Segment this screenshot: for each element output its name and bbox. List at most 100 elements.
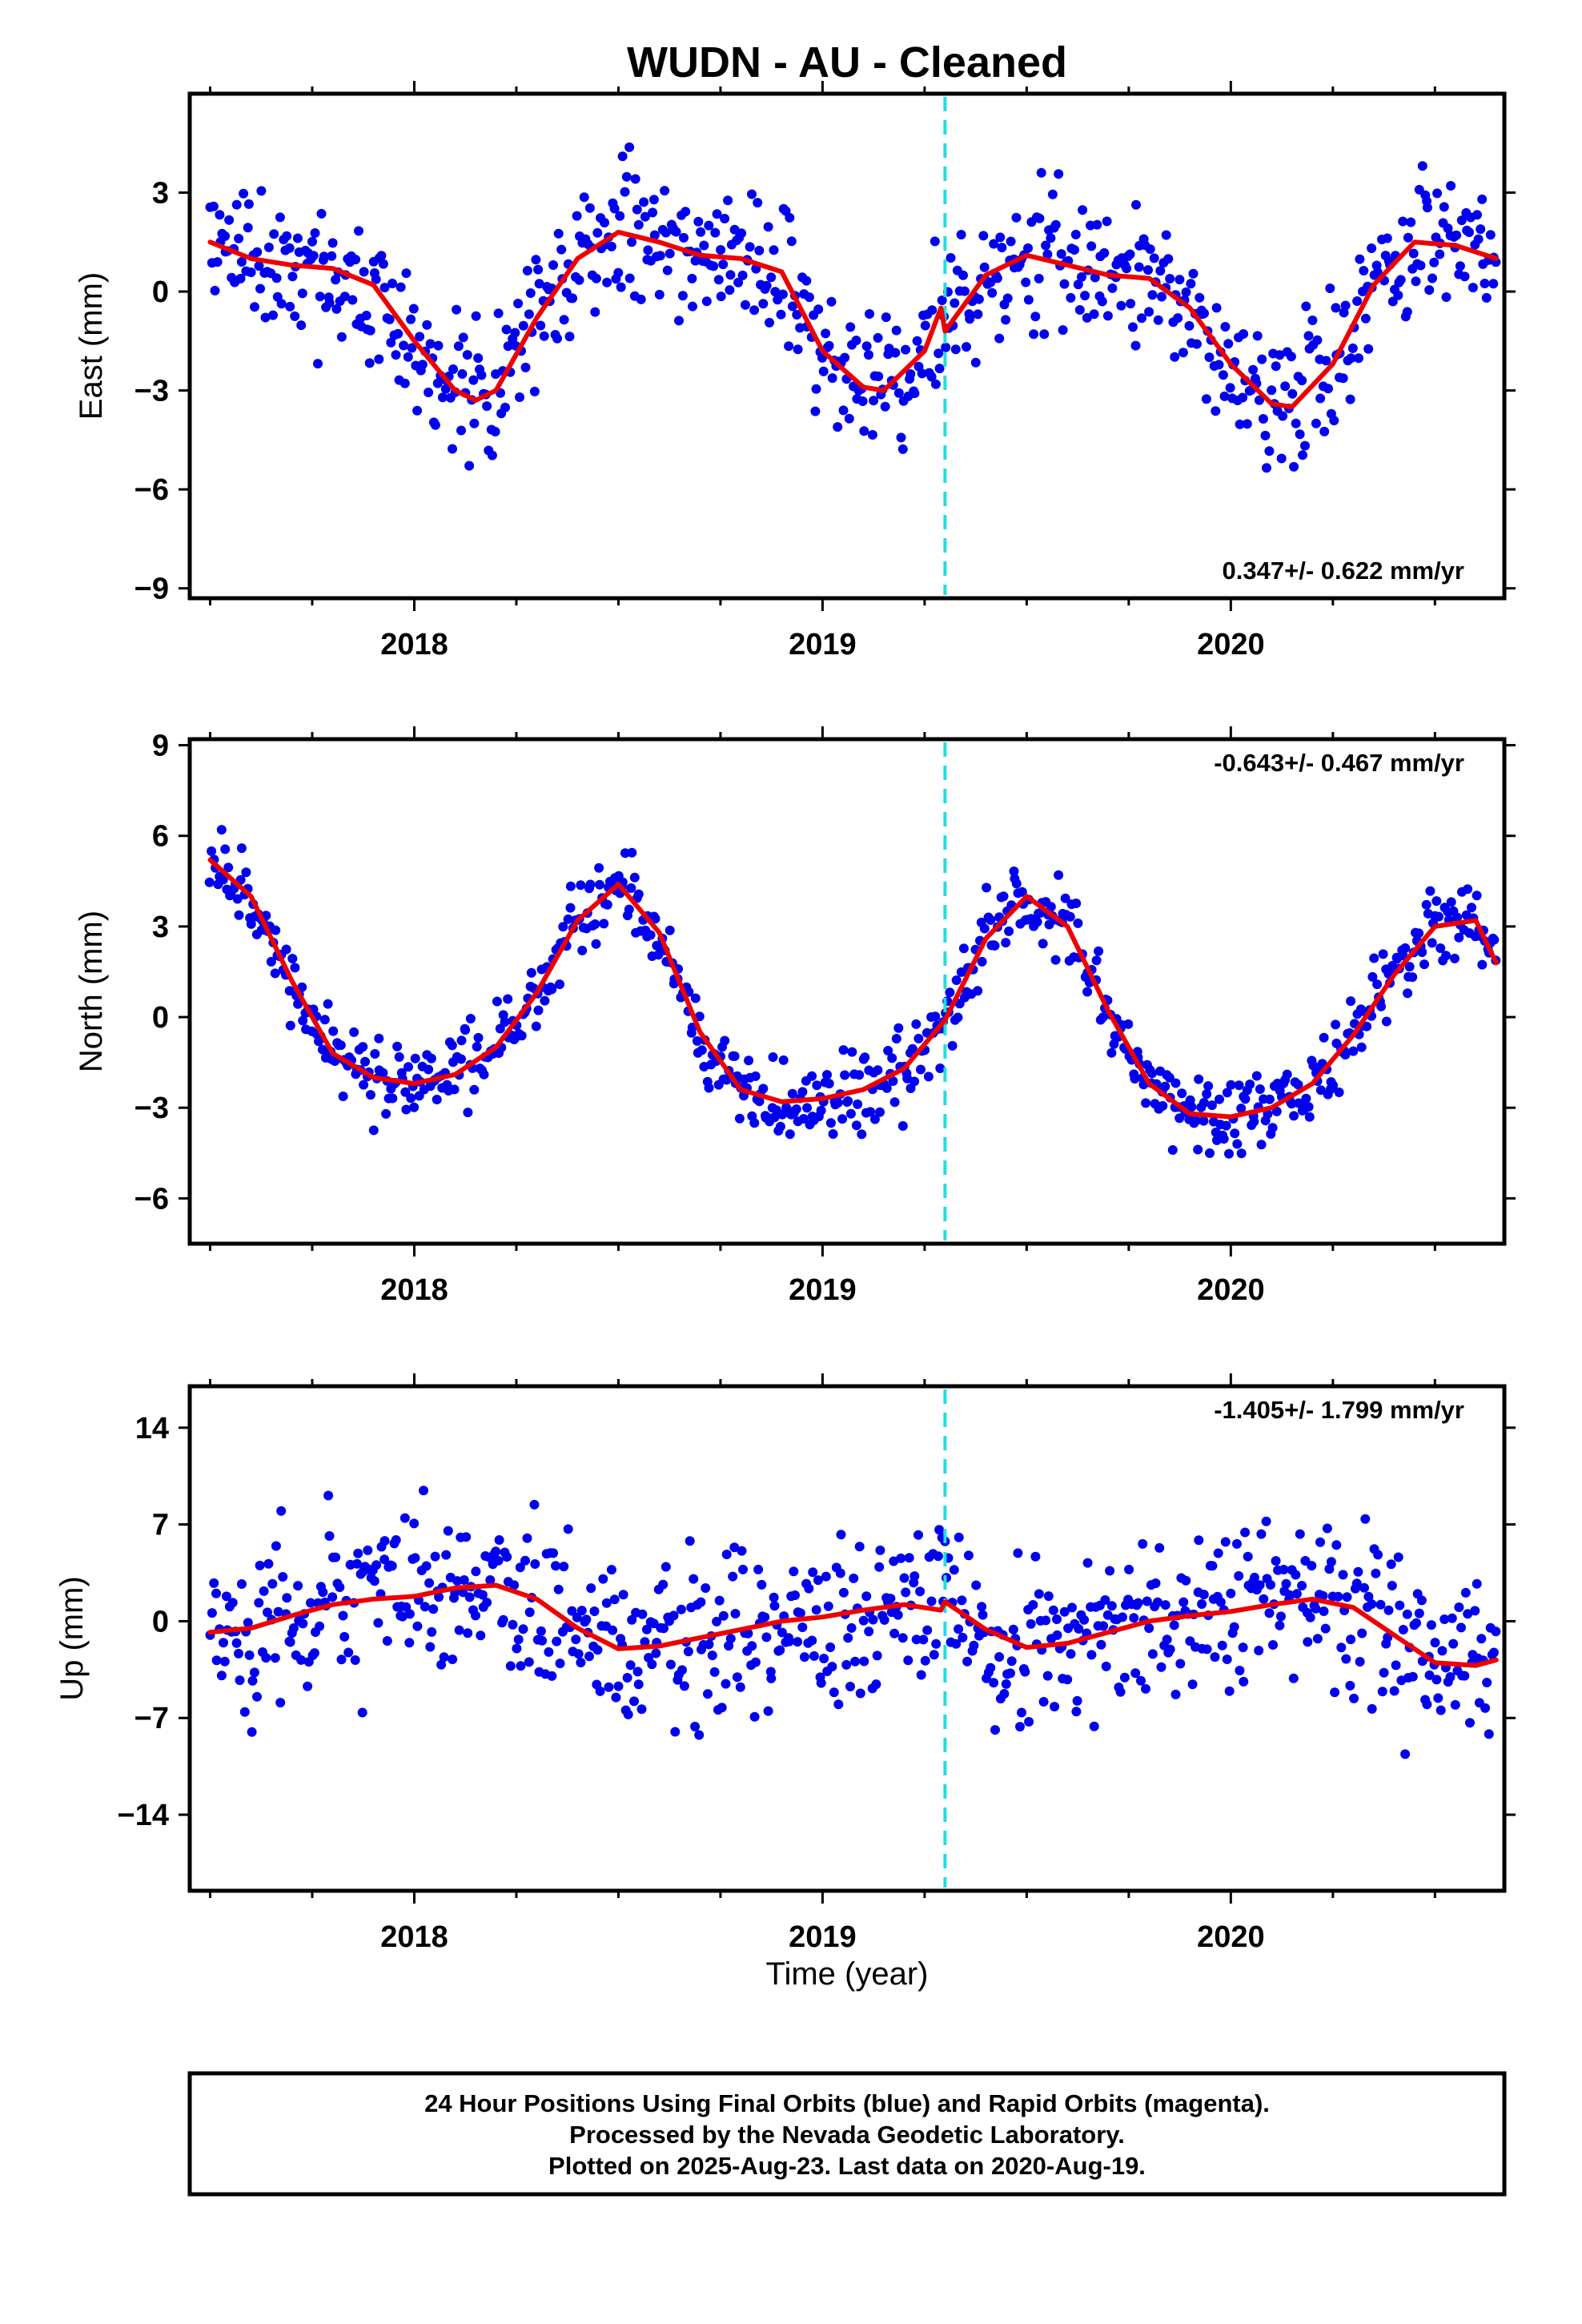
east-point (1074, 305, 1085, 315)
up-point (897, 1633, 908, 1643)
east-point (1058, 325, 1068, 336)
east-point (630, 174, 640, 184)
panel-up: −14 −7 0 7 14 2018 2019 2020 Up (mm) -1.405+/- 1.… (54, 1373, 1516, 1954)
east-point (430, 420, 440, 430)
east-point (296, 320, 307, 331)
east-point (1264, 446, 1275, 456)
east-point (376, 251, 387, 261)
north-y-tick-label: 9 (152, 730, 169, 763)
east-point (927, 305, 938, 316)
up-point (893, 1610, 903, 1620)
east-point (354, 226, 363, 236)
north-trend-line (207, 857, 1499, 1120)
up-point (1465, 1718, 1475, 1728)
east-point (994, 333, 1005, 344)
east-point (347, 295, 358, 305)
east-point (220, 231, 231, 241)
up-x-tick-label: 2019 (789, 1920, 857, 1954)
up-point (1395, 1600, 1405, 1610)
up-point (1447, 1613, 1457, 1623)
east-point (351, 255, 361, 265)
north-point (851, 1120, 861, 1131)
up-point (353, 1548, 363, 1558)
east-point (1173, 313, 1183, 324)
up-point (387, 1561, 397, 1571)
north-point (456, 1035, 467, 1046)
up-point (1194, 1535, 1204, 1546)
east-point (1211, 406, 1221, 416)
north-point (1372, 979, 1383, 990)
east-point (239, 188, 249, 199)
north-point (576, 880, 586, 891)
north-point (1222, 1088, 1232, 1098)
east-point (995, 232, 1006, 243)
up-point (454, 1625, 464, 1635)
up-point (689, 1574, 699, 1584)
up-point (553, 1584, 564, 1594)
up-point (829, 1687, 839, 1698)
up-point (357, 1707, 367, 1718)
north-point (1477, 959, 1488, 970)
up-point (1367, 1599, 1377, 1609)
up-point (536, 1626, 546, 1636)
north-point (1158, 1100, 1168, 1111)
east-point (250, 302, 259, 312)
east-point (307, 236, 317, 247)
north-y-axis-label: North (mm) (74, 911, 109, 1072)
east-point (476, 370, 487, 380)
east-point (556, 244, 567, 255)
up-y-tick-label: −7 (135, 1702, 169, 1735)
east-point (804, 292, 814, 303)
up-point (1482, 1678, 1492, 1687)
east-point (231, 199, 242, 210)
east-point (1056, 249, 1066, 259)
east-point (501, 324, 512, 335)
up-point (989, 1678, 999, 1688)
east-point (1125, 249, 1135, 259)
up-point (1175, 1659, 1186, 1669)
up-point (696, 1597, 706, 1607)
east-point (236, 257, 247, 267)
up-point (609, 1594, 620, 1605)
east-point (403, 352, 413, 362)
east-point (1128, 322, 1138, 332)
up-point (430, 1551, 440, 1562)
east-point (1287, 388, 1298, 399)
up-point (397, 1611, 408, 1622)
up-point (1062, 1675, 1073, 1685)
up-point (324, 1531, 335, 1541)
up-point (1071, 1707, 1082, 1717)
east-point (387, 279, 397, 288)
north-point (298, 1015, 308, 1026)
up-point (918, 1634, 929, 1645)
up-point (969, 1640, 979, 1651)
up-point (931, 1638, 942, 1649)
north-point (565, 881, 576, 891)
north-point (973, 986, 983, 996)
east-point (327, 238, 338, 248)
up-point (872, 1651, 882, 1661)
up-point (1338, 1570, 1348, 1580)
east-point (1452, 230, 1462, 240)
up-point (1234, 1570, 1244, 1581)
north-point (1264, 1094, 1275, 1104)
north-point (889, 1097, 900, 1108)
east-point (1427, 273, 1437, 283)
north-point (555, 979, 564, 990)
north-point (913, 1033, 924, 1043)
up-point (1008, 1624, 1018, 1634)
east-point (912, 336, 922, 346)
north-point (887, 1053, 897, 1063)
east-point (958, 270, 968, 280)
east-point (386, 337, 396, 348)
up-point (236, 1579, 247, 1589)
east-point (468, 375, 479, 385)
up-point (502, 1552, 512, 1562)
up-point (658, 1579, 669, 1590)
east-point (210, 285, 220, 296)
north-point (645, 930, 656, 940)
up-point (285, 1637, 295, 1647)
east-point (986, 277, 996, 287)
north-point (1400, 943, 1411, 953)
north-point (650, 914, 661, 924)
